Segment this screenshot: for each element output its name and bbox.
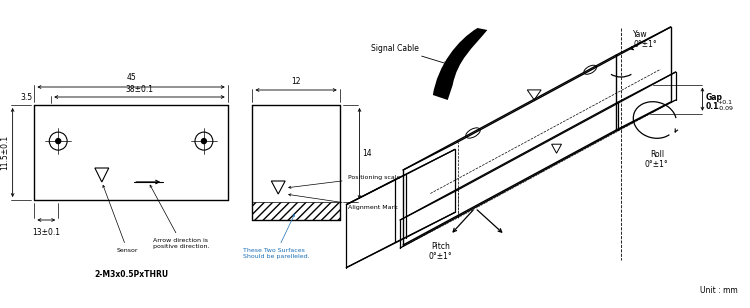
Text: These Two Surfaces
Should be parelleled.: These Two Surfaces Should be parelleled. — [242, 214, 309, 259]
Text: 38±0.1: 38±0.1 — [125, 85, 154, 94]
Text: Positioning scale: Positioning scale — [289, 175, 400, 188]
PathPatch shape — [433, 28, 488, 100]
Text: 12: 12 — [291, 77, 301, 86]
Text: 45: 45 — [126, 73, 136, 82]
Text: 14: 14 — [362, 149, 372, 158]
Text: Unit : mm: Unit : mm — [700, 286, 738, 295]
Text: Yaw
0°±1°: Yaw 0°±1° — [633, 30, 657, 49]
Text: +0.1
-0.09: +0.1 -0.09 — [717, 100, 734, 111]
Text: Roll
0°±1°: Roll 0°±1° — [645, 150, 669, 169]
Text: 0.1: 0.1 — [706, 102, 718, 111]
Text: Alignment Mark: Alignment Mark — [289, 194, 398, 209]
Circle shape — [56, 139, 61, 144]
Text: Signal Cable: Signal Cable — [371, 43, 447, 64]
Text: 3.5: 3.5 — [20, 92, 32, 102]
Text: Pitch
0°±1°: Pitch 0°±1° — [428, 242, 452, 261]
Text: Gap: Gap — [706, 93, 722, 102]
Text: 11.5±0.1: 11.5±0.1 — [1, 135, 10, 170]
Text: Arrow direction is
positive direction.: Arrow direction is positive direction. — [150, 185, 210, 249]
Text: 13±0.1: 13±0.1 — [32, 228, 60, 237]
Bar — [253, 202, 340, 220]
Text: Sensor: Sensor — [103, 185, 138, 253]
Text: 2-M3x0.5PxTHRU: 2-M3x0.5PxTHRU — [94, 270, 168, 279]
Circle shape — [202, 139, 206, 144]
